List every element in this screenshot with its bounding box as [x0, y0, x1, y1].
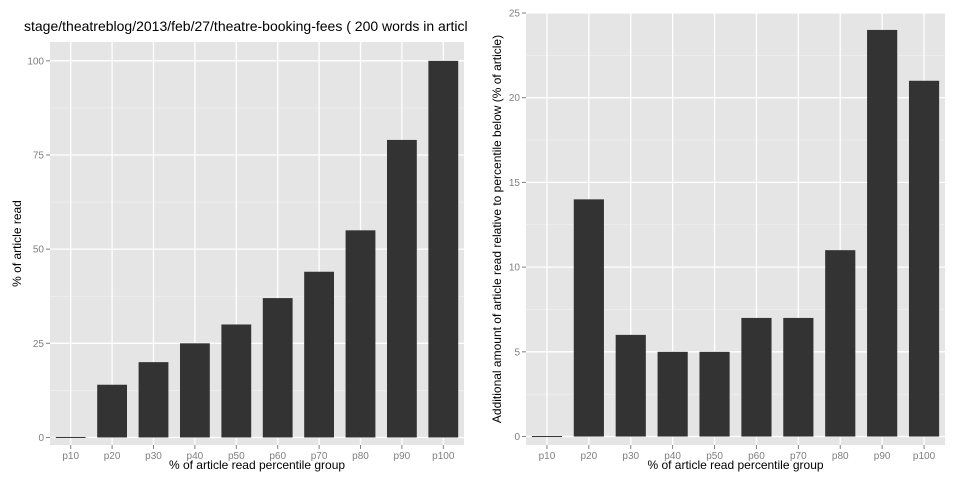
- bar-p100: [908, 80, 940, 437]
- x-tick-label: p20: [104, 451, 121, 462]
- bar-p80: [825, 250, 856, 437]
- x-tick-label: p20: [581, 451, 598, 462]
- y-tick-label: 0: [38, 433, 44, 444]
- bar-p60: [262, 298, 293, 438]
- bar-p20: [573, 199, 604, 437]
- bar-p90: [386, 139, 417, 438]
- x-tick-label: p80: [352, 451, 369, 462]
- x-tick-label: p60: [269, 451, 286, 462]
- x-tick-label: p40: [664, 451, 681, 462]
- bar-p70: [783, 317, 814, 437]
- bar-p10: [531, 436, 563, 438]
- bar-p50: [699, 351, 730, 437]
- x-axis-title: % of article read percentile group: [169, 458, 345, 472]
- x-tick-label: p90: [394, 451, 411, 462]
- bar-p70: [304, 271, 335, 438]
- x-tick-label: p100: [913, 451, 936, 462]
- y-tick-label: 5: [514, 347, 520, 358]
- x-tick-label: p10: [62, 451, 79, 462]
- bar-p50: [221, 324, 252, 438]
- y-tick-label: 75: [33, 150, 45, 161]
- y-tick-label: 0: [514, 432, 520, 443]
- y-tick-label: 10: [509, 263, 521, 274]
- y-axis-title: % of article read: [10, 200, 24, 287]
- x-tick-label: p70: [790, 451, 807, 462]
- x-tick-label: p30: [622, 451, 639, 462]
- x-tick-label: p60: [748, 451, 765, 462]
- x-tick-label: p80: [832, 451, 849, 462]
- y-tick-label: 25: [509, 9, 521, 20]
- x-axis-title: % of article read percentile group: [647, 458, 823, 472]
- y-axis-title: Additional amount of article read relati…: [490, 35, 504, 423]
- x-tick-label: p10: [539, 451, 556, 462]
- bar-p30: [615, 334, 646, 437]
- bar-p60: [741, 317, 772, 437]
- x-tick-label: p50: [706, 451, 723, 462]
- x-tick-label: p100: [432, 451, 455, 462]
- bar-p20: [97, 384, 128, 438]
- y-tick-label: 15: [509, 178, 521, 189]
- y-tick-label: 50: [33, 245, 45, 256]
- y-tick-label: 20: [509, 93, 521, 104]
- x-tick-label: p40: [187, 451, 204, 462]
- x-tick-label: p70: [311, 451, 328, 462]
- chart-1: 0 25 50 75 100 p10 p20 p30 p40 p50 p60 p70 p80 p90 p10…: [10, 18, 468, 472]
- bar-p40: [179, 343, 210, 438]
- bar-p30: [138, 362, 169, 438]
- y-tick-label: 100: [27, 56, 44, 67]
- bar-p80: [345, 230, 376, 438]
- bar-p90: [867, 29, 898, 437]
- bar-p40: [657, 351, 688, 437]
- y-tick-label: 25: [33, 339, 45, 350]
- chart-title: stage/theatreblog/2013/feb/27/theatre-bo…: [24, 18, 468, 34]
- x-tick-label: p50: [228, 451, 245, 462]
- x-tick-label: p90: [874, 451, 891, 462]
- bar-p10: [55, 436, 86, 438]
- chart-2: 0 5 10 15 20 25 p10 p20 p30 p40 p50 p60 p70 p80 p90 p10…: [490, 9, 945, 472]
- x-tick-label: p30: [145, 451, 162, 462]
- bar-p100: [428, 60, 459, 438]
